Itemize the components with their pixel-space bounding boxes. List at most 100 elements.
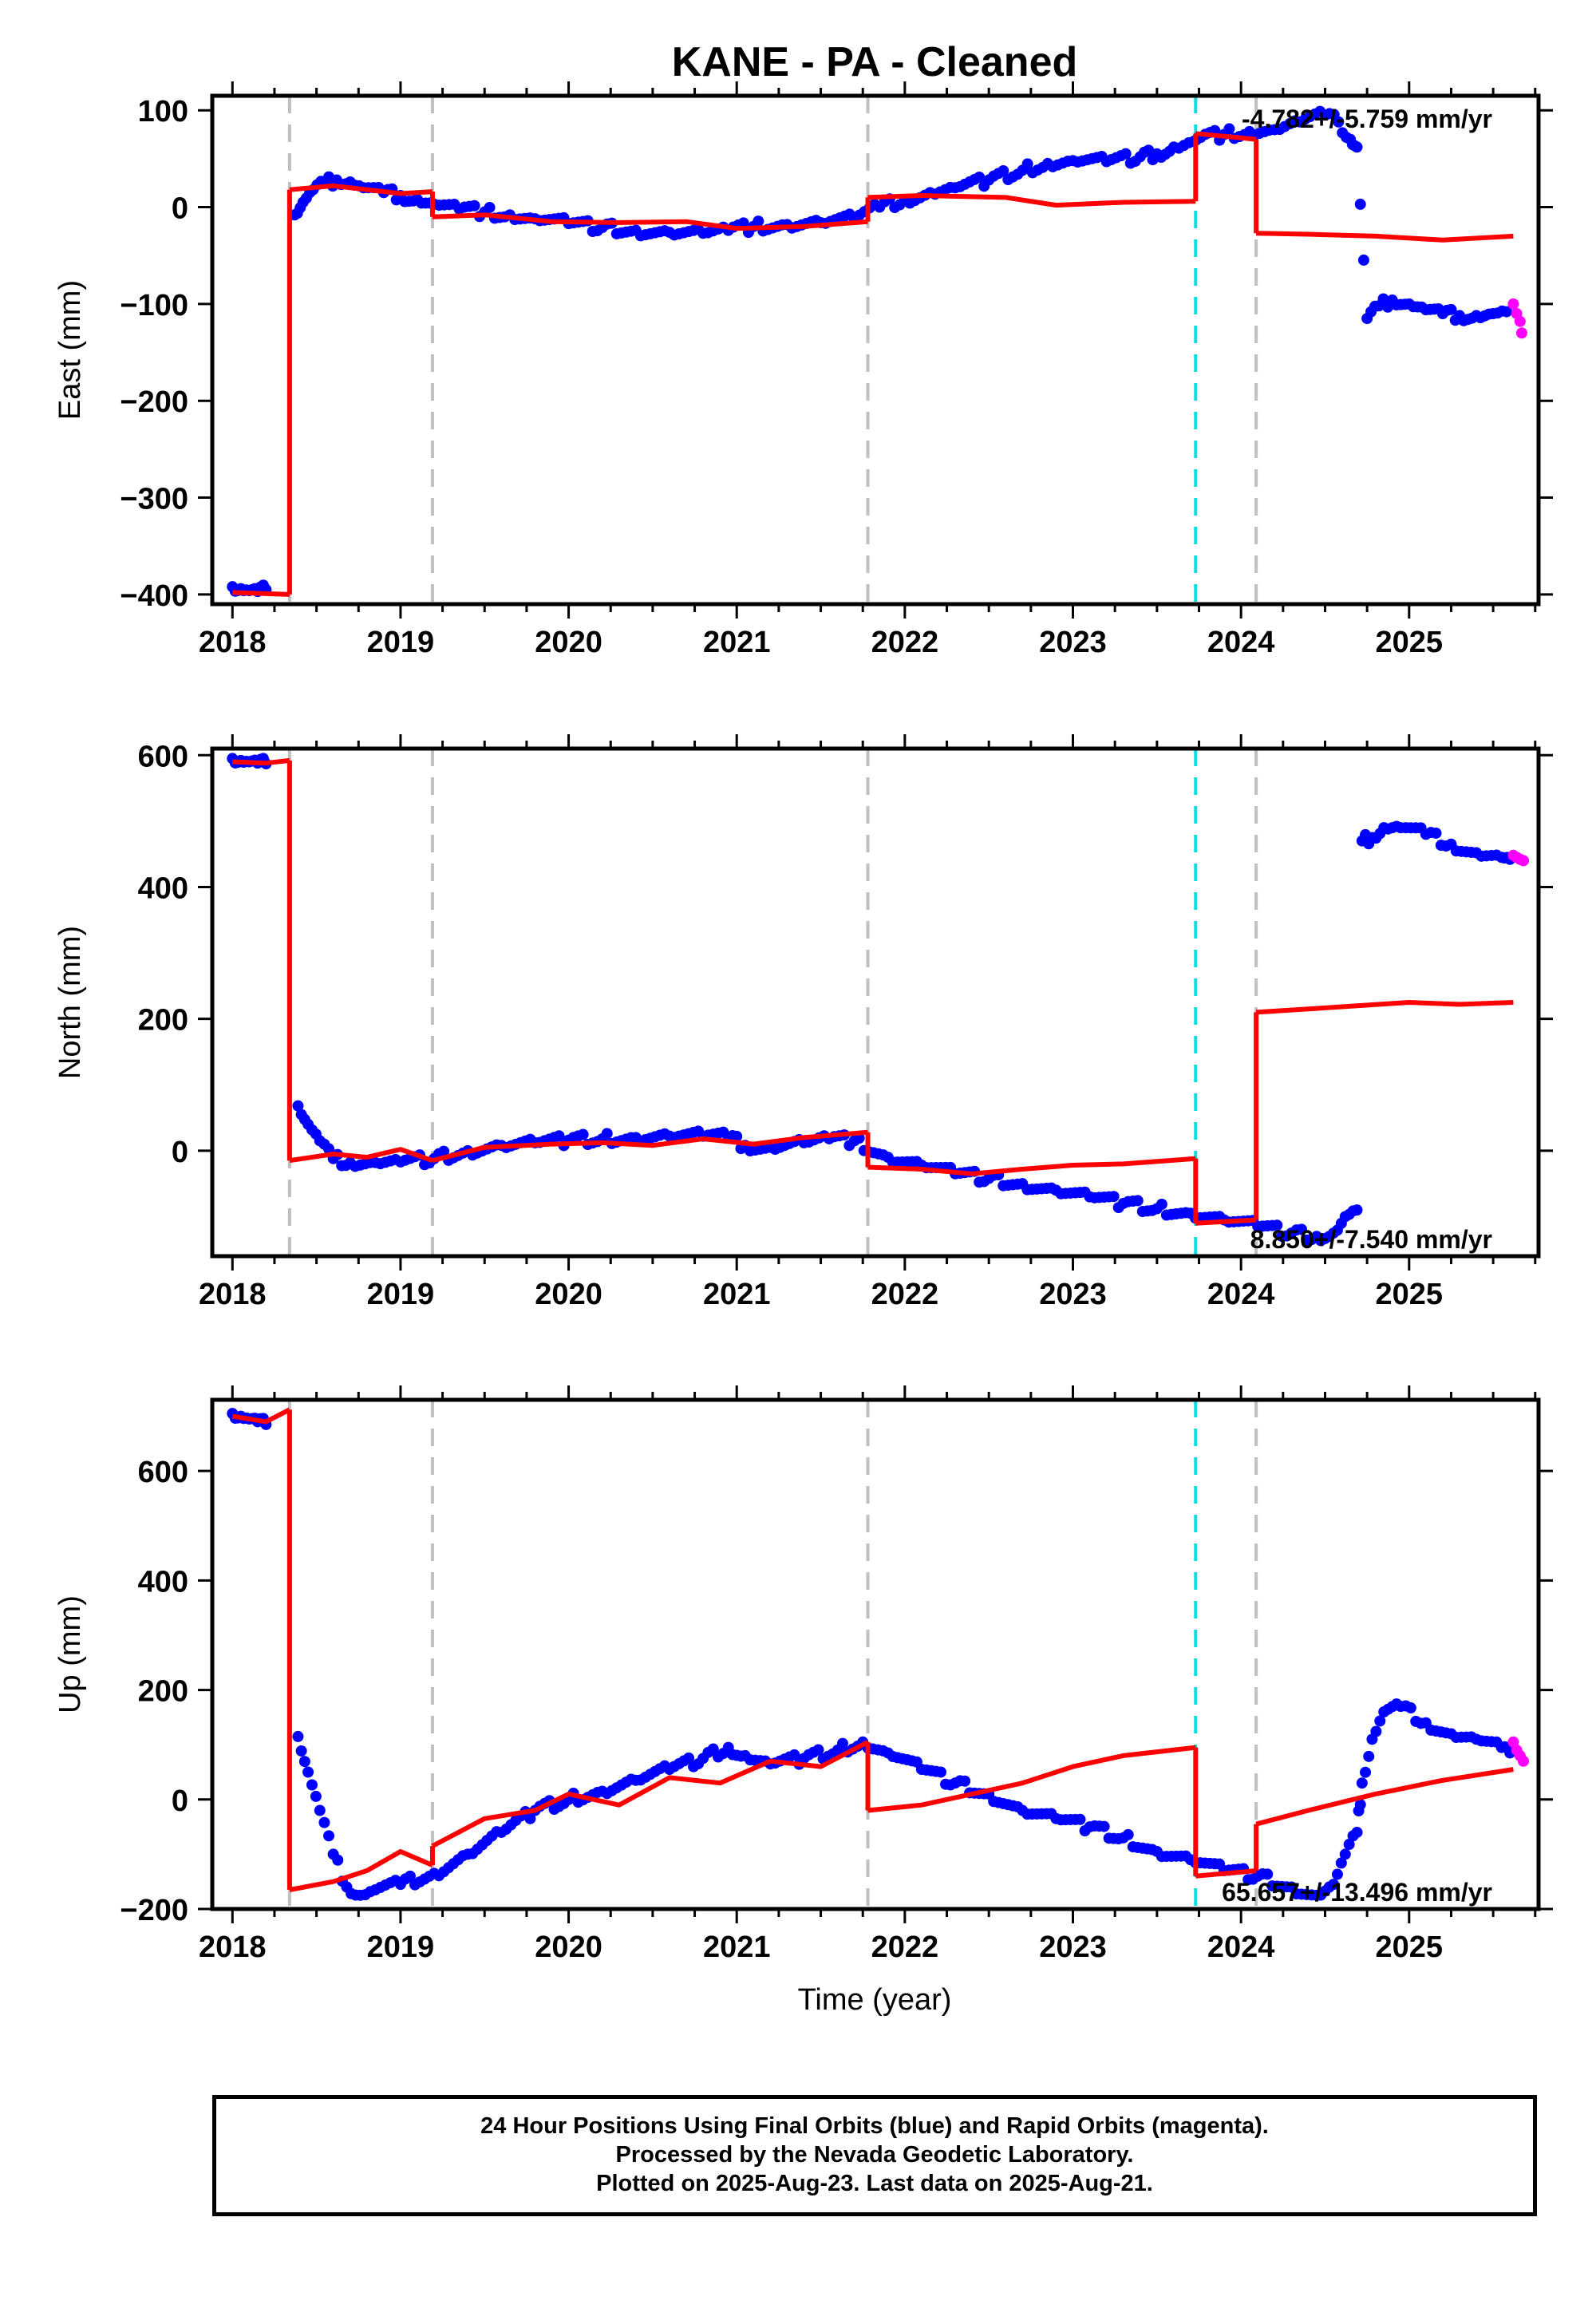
up-data-point [1328, 1879, 1340, 1891]
east-model-curve [232, 131, 1514, 597]
up-model-segment [867, 1745, 1196, 1813]
east-x-tick-label: 2022 [871, 626, 939, 659]
east-y-tick-label: −300 [120, 483, 188, 516]
east-model-segment [1195, 131, 1257, 142]
north-frame [210, 746, 1541, 1259]
east-data-point [1223, 123, 1235, 135]
up-data-point [1262, 1868, 1274, 1880]
up-model-segment [289, 1849, 434, 1892]
up-x-tick-label: 2018 [199, 1931, 267, 1964]
up-x-tick-label: 2024 [1207, 1931, 1275, 1964]
north-x-tick-label: 2024 [1207, 1278, 1275, 1311]
processing-info-box: 24 Hour Positions Using Final Orbits (bl… [212, 2095, 1537, 2216]
up-data-point [1339, 1848, 1351, 1860]
east-model-segment [289, 183, 433, 196]
info-line-2: Processed by the Nevada Geodetic Laborat… [615, 2142, 1134, 2168]
up-model-curve [231, 1407, 1514, 1892]
up-data-point [314, 1804, 326, 1816]
north-model-curve [232, 757, 1514, 1226]
north-data-point [1132, 1195, 1144, 1207]
north-y-tick-label: 0 [172, 1136, 188, 1169]
north-data-point [323, 1143, 335, 1155]
up-data-point [1335, 1857, 1347, 1869]
up-x-tick-label: 2022 [871, 1931, 939, 1964]
east-x-tick-label: 2024 [1207, 626, 1275, 659]
east-panel-marks: 100 0 −100 −200 −300 −400 2018 2019 2020 2021 2022… [120, 81, 1553, 659]
up-data-point [935, 1766, 947, 1778]
up-data-point [1363, 1750, 1375, 1762]
up-data-point [292, 1730, 304, 1742]
up-data-point [302, 1766, 314, 1778]
up-data-point [332, 1854, 344, 1866]
up-data-point [683, 1752, 695, 1764]
north-data-point [292, 1100, 304, 1112]
east-data-point [753, 215, 764, 227]
up-data-point [1356, 1777, 1368, 1789]
up-y-tick-label: −200 [120, 1894, 188, 1927]
up-y-tick-label: 200 [138, 1675, 188, 1709]
up-x-tick-label: 2025 [1376, 1931, 1444, 1964]
east-data-point [1500, 306, 1512, 318]
up-y-tick-label: 0 [172, 1784, 188, 1818]
up-y-tick-label: 600 [138, 1456, 188, 1489]
up-data-point [959, 1775, 971, 1787]
up-data-point [707, 1743, 719, 1755]
north-model-segment [1195, 1217, 1257, 1226]
up-final-orbit-points [227, 1408, 1530, 1901]
up-data-point [1374, 1715, 1386, 1727]
east-data-point [974, 171, 986, 183]
east-data-point [1333, 116, 1345, 128]
north-data-point [601, 1128, 613, 1140]
up-rapid-orbit-point [1518, 1755, 1530, 1767]
north-panel: 600 400 200 0 2018 2019 2020 2021 2022 2023 2024 20… [53, 734, 1553, 1311]
east-panel: 100 0 −100 −200 −300 −400 2018 2019 2020 2021 2022… [53, 81, 1553, 659]
up-frame [210, 1397, 1541, 1911]
north-model-segment [289, 1147, 433, 1164]
east-data-point [1445, 303, 1457, 315]
up-model-segment [1255, 1767, 1514, 1827]
up-data-point [295, 1745, 307, 1757]
north-x-tick-label: 2019 [367, 1278, 435, 1311]
up-panel-marks: 600 400 200 0 −200 2018 2019 2020 2021 2022 2023 20… [120, 1385, 1553, 1964]
north-model-segment [867, 1156, 1196, 1176]
east-x-tick-label: 2019 [367, 626, 435, 659]
north-model-segment [1255, 1000, 1514, 1015]
info-line-1: 24 Hour Positions Using Final Orbits (bl… [480, 2113, 1269, 2139]
x-axis-label: Time (year) [798, 1983, 952, 2017]
north-x-tick-label: 2023 [1039, 1278, 1107, 1311]
north-data-point [1351, 1204, 1363, 1216]
up-data-point [788, 1749, 800, 1761]
north-panel-marks: 600 400 200 0 2018 2019 2020 2021 2022 2023 2024 20… [138, 734, 1553, 1311]
north-data-point [1108, 1191, 1120, 1203]
up-x-tick-label: 2019 [367, 1931, 435, 1964]
up-model-segment [231, 1407, 291, 1425]
up-data-point [1404, 1702, 1416, 1714]
up-data-point [524, 1812, 536, 1824]
up-data-point [1343, 1839, 1355, 1851]
up-model-segment [1195, 1868, 1257, 1879]
north-data-point [1295, 1223, 1307, 1235]
up-data-point [1331, 1868, 1343, 1880]
east-frame [210, 93, 1541, 607]
up-panel: 600 400 200 0 −200 2018 2019 2020 2021 2022 2023 20… [53, 1385, 1553, 1964]
east-data-point [1377, 293, 1389, 305]
north-y-axis-label: North (mm) [53, 926, 87, 1079]
north-rate-label: 8.850+/-7.540 mm/yr [1250, 1225, 1492, 1254]
north-y-tick-label: 200 [138, 1004, 188, 1037]
east-x-tick-label: 2020 [535, 626, 602, 659]
up-data-point [1370, 1725, 1382, 1737]
north-final-orbit-points [227, 753, 1530, 1247]
east-data-point [998, 164, 1009, 176]
north-data-point [1156, 1198, 1167, 1210]
east-model-segment [867, 193, 1196, 208]
east-rapid-orbit-point [1514, 315, 1526, 327]
north-model-segment [232, 757, 290, 766]
north-data-point [1271, 1219, 1283, 1231]
east-x-tick-label: 2025 [1376, 626, 1444, 659]
east-rapid-orbit-point [1507, 298, 1519, 310]
east-data-point [1351, 141, 1363, 153]
east-x-tick-label: 2023 [1039, 626, 1107, 659]
east-rapid-orbit-point [1515, 327, 1527, 339]
up-data-point [1098, 1820, 1110, 1832]
